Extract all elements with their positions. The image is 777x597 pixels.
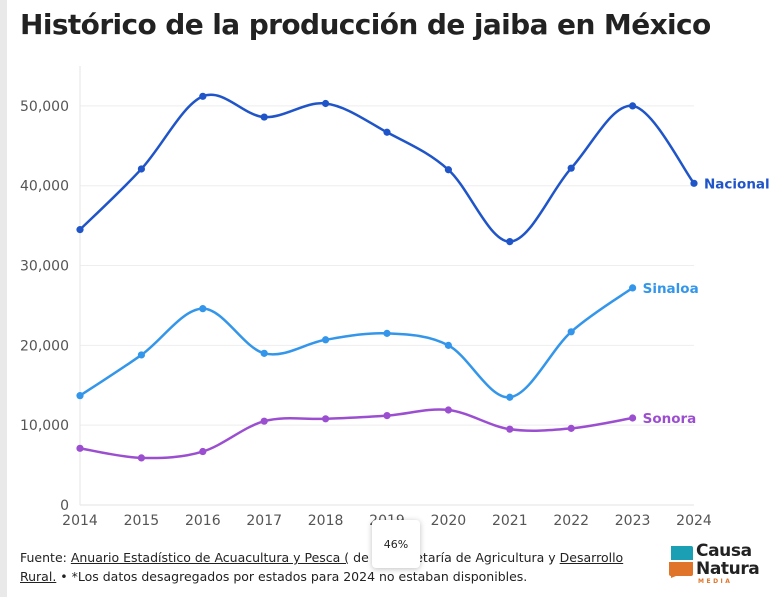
source-footer: Fuente: Anuario Estadístico de Acuacultu… bbox=[20, 548, 650, 586]
chart-title: Histórico de la producción de jaiba en M… bbox=[20, 8, 711, 41]
series-line-nacional bbox=[78, 93, 696, 243]
data-point-sonora bbox=[567, 424, 575, 432]
data-point-nacional bbox=[444, 166, 452, 174]
footer-note: • *Los datos desagregados por estados pa… bbox=[56, 569, 528, 584]
data-point-nacional bbox=[690, 179, 698, 187]
data-point-sonora bbox=[629, 414, 637, 422]
data-point-sonora bbox=[199, 447, 207, 456]
data-point-sinaloa bbox=[199, 305, 207, 313]
causa-natura-logo: Causa Natura MEDIA bbox=[668, 542, 772, 588]
data-point-sinaloa bbox=[260, 349, 268, 357]
y-tick-label: 30,000 bbox=[20, 259, 69, 275]
data-point-nacional bbox=[383, 128, 391, 136]
data-point-sonora bbox=[322, 415, 330, 423]
data-point-nacional bbox=[76, 226, 84, 234]
data-point-sonora bbox=[76, 444, 84, 452]
data-point-sonora bbox=[444, 406, 452, 414]
data-point-sinaloa bbox=[322, 336, 330, 344]
x-tick-label: 2016 bbox=[185, 513, 221, 529]
data-point-sinaloa bbox=[76, 392, 84, 400]
data-point-sinaloa bbox=[567, 328, 575, 336]
x-tick-label: 2015 bbox=[124, 513, 160, 529]
data-point-nacional bbox=[506, 238, 514, 246]
x-tick-label: 2022 bbox=[553, 513, 589, 529]
data-point-sonora bbox=[137, 454, 145, 462]
logo-line-2: Natura bbox=[696, 559, 760, 579]
data-point-sonora bbox=[506, 425, 514, 433]
y-tick-label: 50,000 bbox=[20, 99, 69, 115]
x-tick-label: 2017 bbox=[246, 513, 282, 529]
x-tick-label: 2020 bbox=[431, 513, 467, 529]
data-point-nacional bbox=[260, 113, 268, 121]
x-tick-label: 2014 bbox=[62, 513, 98, 529]
data-point-sonora bbox=[383, 412, 391, 420]
source-link-desarrollo[interactable]: Desarrollo Rural. bbox=[20, 550, 624, 584]
zoom-badge[interactable]: 46% bbox=[372, 520, 420, 568]
data-point-nacional bbox=[567, 164, 575, 172]
x-tick-label: 2018 bbox=[308, 513, 344, 529]
y-tick-label: 0 bbox=[60, 498, 69, 514]
data-point-sinaloa bbox=[506, 393, 514, 401]
y-tick-label: 10,000 bbox=[20, 418, 69, 434]
left-edge bbox=[0, 0, 7, 597]
data-point-nacional bbox=[199, 92, 207, 100]
source-link-anuario[interactable]: Anuario Estadístico de Acuacultura y Pes… bbox=[70, 550, 350, 565]
y-tick-label: 40,000 bbox=[20, 179, 69, 195]
logo-mark-icon bbox=[669, 546, 693, 578]
logo-sub: MEDIA bbox=[698, 578, 733, 585]
data-point-nacional bbox=[629, 102, 637, 110]
data-point-sonora bbox=[260, 417, 268, 425]
y-tick-label: 20,000 bbox=[20, 338, 69, 354]
data-point-nacional bbox=[137, 165, 145, 173]
series-label-nacional: Nacional bbox=[704, 176, 770, 192]
data-point-sinaloa bbox=[444, 341, 452, 349]
series-line-sinaloa bbox=[78, 286, 634, 399]
logo-text: Causa Natura bbox=[696, 541, 760, 579]
x-tick-label: 2024 bbox=[676, 513, 712, 529]
data-point-sinaloa bbox=[629, 284, 637, 292]
series-label-sinaloa: Sinaloa bbox=[643, 281, 699, 297]
footer-prefix: Fuente: bbox=[20, 550, 71, 565]
series-line-sonora bbox=[78, 408, 634, 460]
logo-line-1: Causa bbox=[696, 541, 752, 561]
x-tick-label: 2021 bbox=[492, 513, 528, 529]
data-point-sinaloa bbox=[137, 351, 145, 359]
data-point-sinaloa bbox=[383, 329, 391, 337]
x-tick-label: 2023 bbox=[615, 513, 651, 529]
series-label-sonora: Sonora bbox=[643, 411, 697, 427]
data-point-nacional bbox=[322, 99, 330, 108]
